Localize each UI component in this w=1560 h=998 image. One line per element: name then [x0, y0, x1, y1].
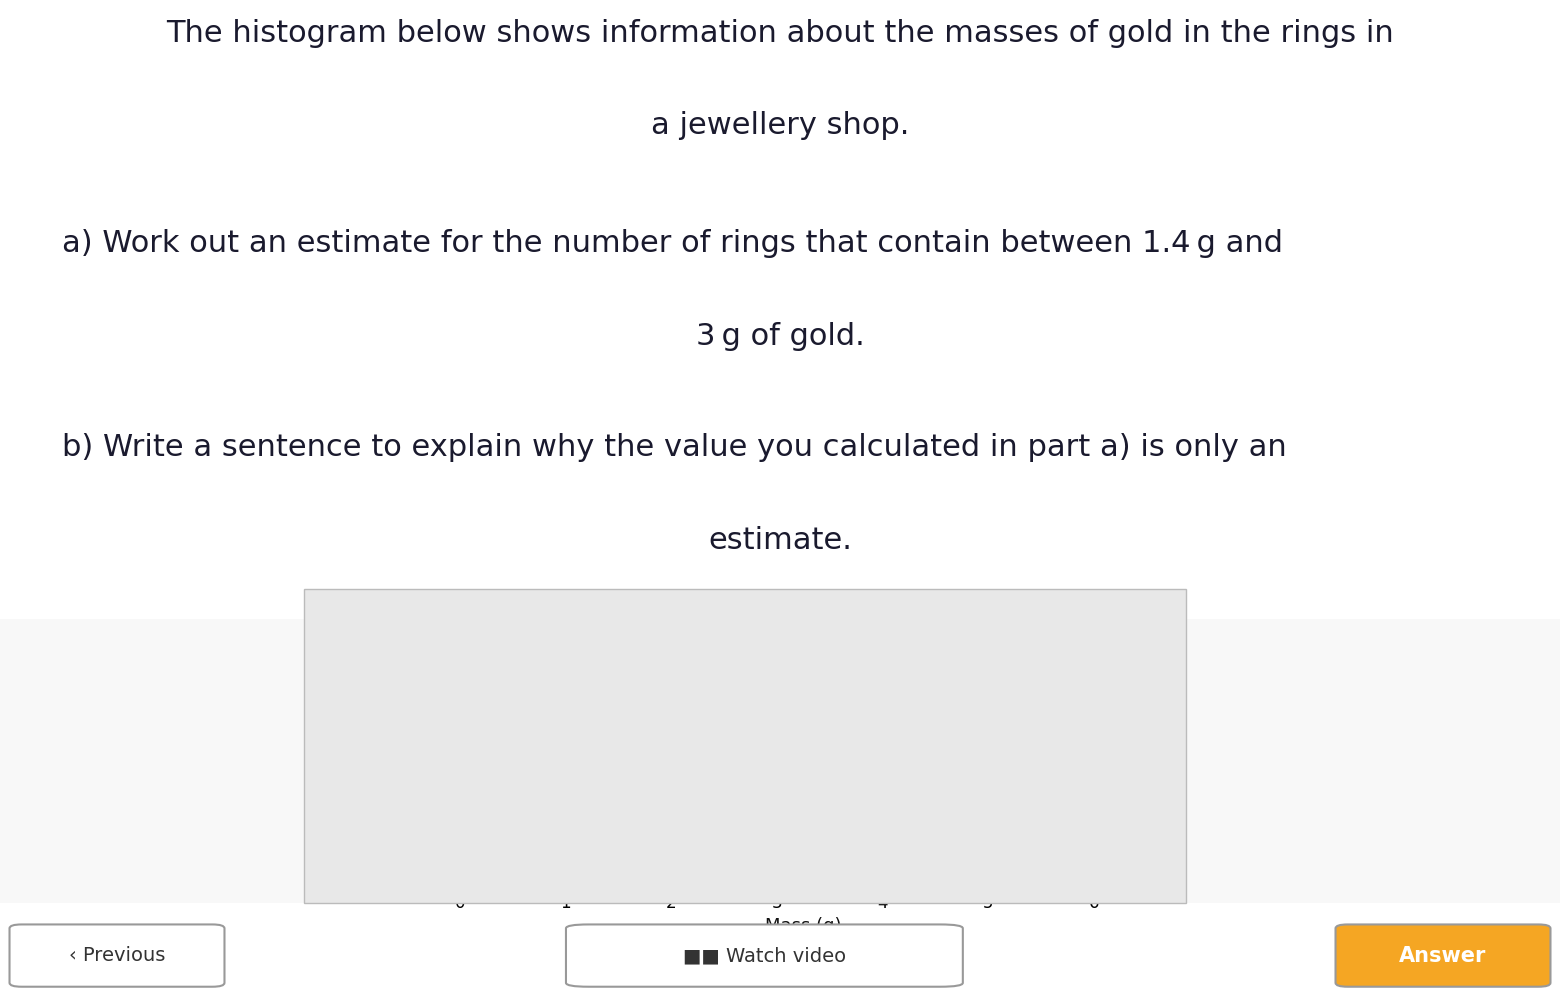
- Bar: [883, 858, 987, 883]
- FancyBboxPatch shape: [566, 924, 963, 987]
- Text: a jewellery shop.: a jewellery shop.: [651, 112, 909, 141]
- Text: 3 g of gold.: 3 g of gold.: [696, 321, 864, 350]
- FancyBboxPatch shape: [9, 924, 225, 987]
- Bar: [671, 756, 724, 883]
- Text: a) Work out an estimate for the number of rings that contain between 1.4 g and: a) Work out an estimate for the number o…: [62, 229, 1284, 257]
- Y-axis label: Frequency density: Frequency density: [395, 670, 412, 822]
- Bar: [513, 858, 566, 883]
- Text: ‹ Previous: ‹ Previous: [69, 946, 165, 965]
- Bar: [987, 858, 1094, 883]
- Bar: [830, 819, 883, 883]
- FancyBboxPatch shape: [1335, 924, 1551, 987]
- Bar: [566, 819, 619, 883]
- Text: b) Write a sentence to explain why the value you calculated in part a) is only a: b) Write a sentence to explain why the v…: [62, 433, 1287, 462]
- Text: ■■ Watch video: ■■ Watch video: [683, 946, 846, 965]
- Text: estimate.: estimate.: [708, 526, 852, 555]
- Bar: [777, 693, 830, 883]
- X-axis label: Mass (g): Mass (g): [764, 917, 842, 935]
- Text: The histogram below shows information about the masses of gold in the rings in: The histogram below shows information ab…: [165, 19, 1395, 48]
- Bar: [619, 858, 671, 883]
- Text: Answer: Answer: [1399, 945, 1487, 966]
- Bar: [724, 819, 777, 883]
